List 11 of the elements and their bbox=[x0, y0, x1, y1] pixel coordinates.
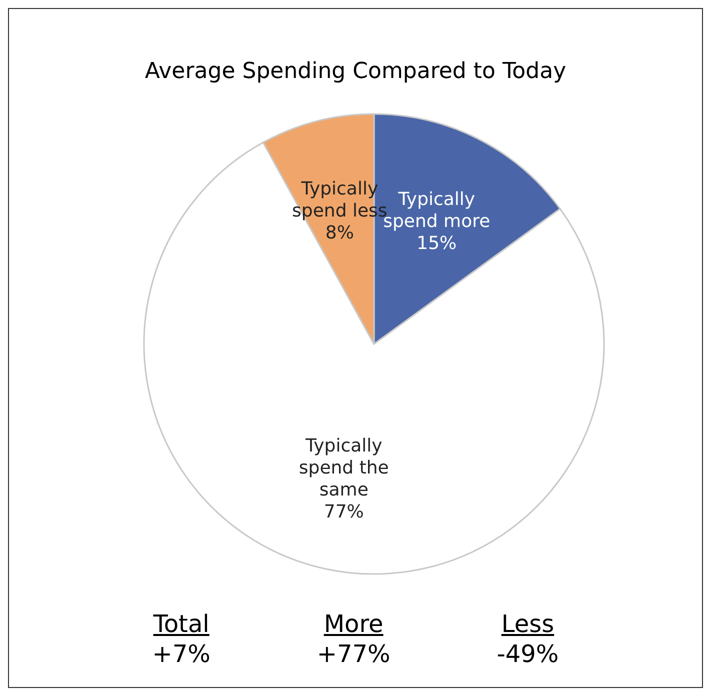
chart-title: Average Spending Compared to Today bbox=[144, 59, 568, 86]
text: Total bbox=[152, 609, 210, 639]
text: Less bbox=[500, 609, 556, 639]
text: More bbox=[322, 609, 384, 639]
slice-label: Typically spend the same bbox=[298, 435, 389, 500]
text: +7% bbox=[152, 639, 210, 669]
data-label: 15% bbox=[416, 232, 457, 254]
data-label: 77% bbox=[324, 501, 364, 522]
text: -49% bbox=[496, 639, 559, 669]
data-label: 8% bbox=[325, 222, 354, 243]
text: +77% bbox=[316, 639, 390, 669]
